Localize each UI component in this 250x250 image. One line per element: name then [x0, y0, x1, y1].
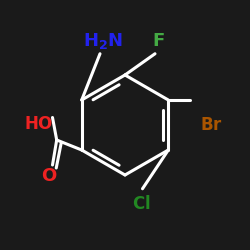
Text: $\mathbf{Cl}$: $\mathbf{Cl}$ — [132, 195, 150, 213]
Text: $\mathbf{H_2N}$: $\mathbf{H_2N}$ — [82, 31, 122, 51]
Text: $\mathbf{O}$: $\mathbf{O}$ — [40, 167, 57, 185]
Text: $\mathbf{HO}$: $\mathbf{HO}$ — [24, 115, 54, 133]
Text: $\mathbf{F}$: $\mathbf{F}$ — [152, 32, 165, 50]
Text: $\mathbf{Br}$: $\mathbf{Br}$ — [200, 116, 223, 134]
